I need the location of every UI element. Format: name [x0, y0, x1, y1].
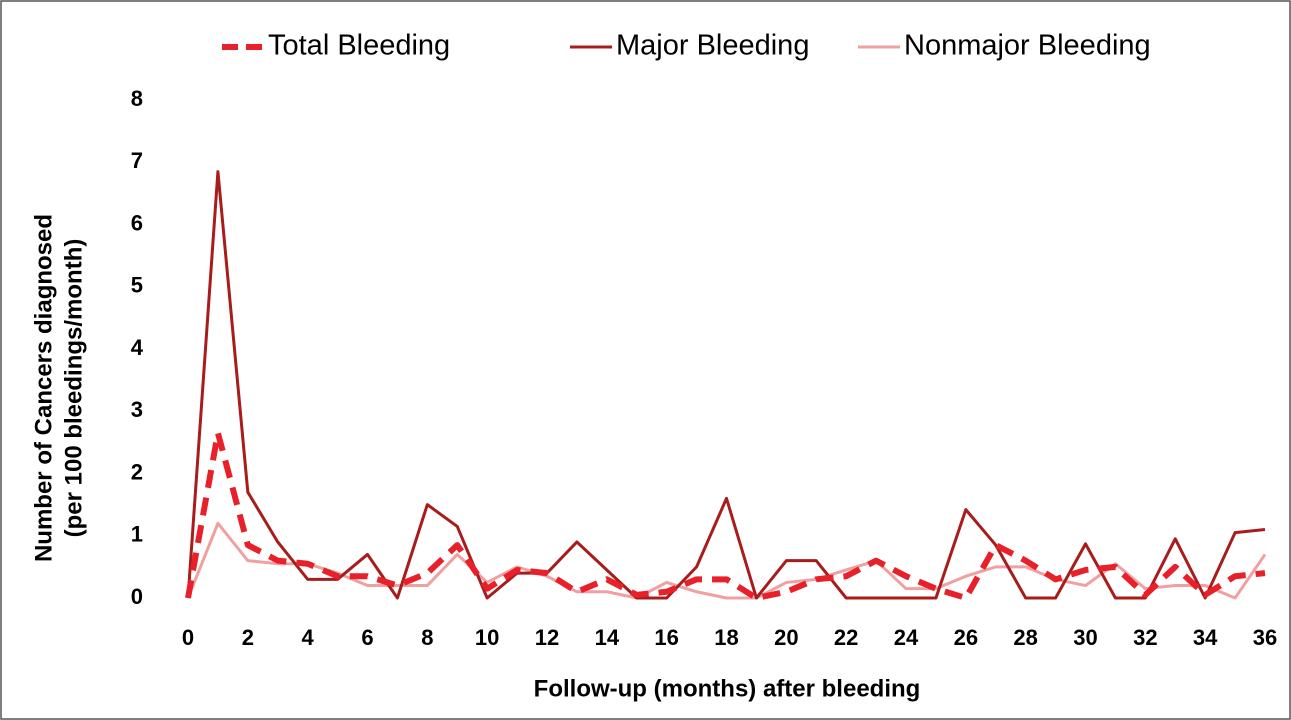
- x-tick-label: 18: [714, 625, 738, 650]
- x-tick-label: 14: [595, 625, 620, 650]
- x-tick-label: 36: [1253, 625, 1277, 650]
- legend-label: Total Bleeding: [268, 30, 450, 62]
- x-tick-label: 24: [894, 625, 919, 650]
- y-tick-label: 1: [131, 522, 143, 547]
- y-axis-label-line: (per 100 bleedings/month): [60, 239, 87, 538]
- series-line: [186, 170, 1266, 600]
- x-tick-label: 28: [1013, 625, 1037, 650]
- y-axis-label: Number of Cancers diagnosed (per 100 ble…: [30, 214, 87, 562]
- x-tick-label: 20: [774, 625, 798, 650]
- y-tick-label: 6: [131, 210, 143, 235]
- x-tick-label: 30: [1073, 625, 1097, 650]
- y-tick-label: 8: [131, 86, 143, 111]
- x-tick-label: 32: [1133, 625, 1157, 650]
- series-line: [185, 430, 1266, 601]
- x-tick-label: 8: [421, 625, 433, 650]
- y-tick-label: 0: [131, 584, 143, 609]
- x-tick-label: 12: [535, 625, 559, 650]
- y-tick-label: 3: [131, 397, 143, 422]
- series-line: [186, 521, 1267, 600]
- x-tick-label: 6: [361, 625, 373, 650]
- y-tick-label: 4: [131, 335, 144, 360]
- x-tick-label: 2: [242, 625, 254, 650]
- x-tick-label: 10: [475, 625, 499, 650]
- y-tick-label: 2: [131, 459, 143, 484]
- y-tick-label: 7: [131, 148, 143, 173]
- x-tick-label: 16: [654, 625, 678, 650]
- x-tick-label: 26: [954, 625, 978, 650]
- y-axis-label-line: Number of Cancers diagnosed: [30, 214, 57, 562]
- x-axis-label: Follow-up (months) after bleeding: [534, 675, 921, 702]
- x-tick-label: 22: [834, 625, 858, 650]
- legend-label: Major Bleeding: [616, 30, 809, 62]
- legend-label: Nonmajor Bleeding: [904, 30, 1151, 62]
- y-tick-label: 5: [131, 273, 143, 298]
- x-tick-label: 4: [302, 625, 315, 650]
- x-tick-label: 34: [1193, 625, 1218, 650]
- x-tick-label: 0: [182, 625, 194, 650]
